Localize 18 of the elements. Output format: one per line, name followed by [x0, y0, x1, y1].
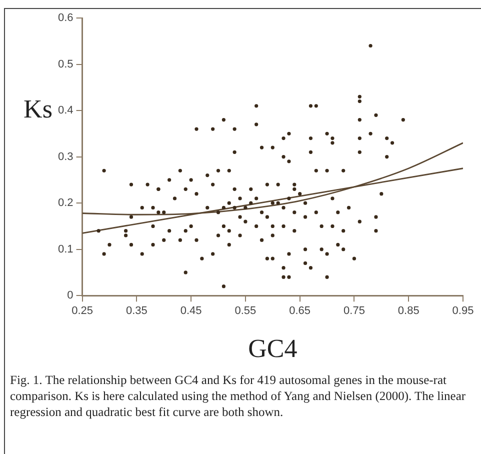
x-axis-title: GC4 [248, 334, 298, 364]
x-tick-label: 0.85 [398, 305, 420, 318]
x-tick-label: 0.75 [344, 305, 365, 318]
y-axis-title: Ks [24, 94, 52, 124]
x-tick-label: 0.65 [289, 305, 311, 318]
x-tick-label: 0.35 [126, 305, 148, 318]
y-tick-label: 0.1 [58, 243, 74, 256]
x-tick-label: 0.25 [72, 305, 93, 318]
x-tick-label: 0.45 [180, 305, 202, 318]
x-tick-label: 0.95 [452, 305, 474, 318]
y-tick-label: 0.2 [58, 197, 74, 210]
y-tick-label: 0.4 [58, 104, 74, 117]
y-tick-label: 0.5 [58, 58, 74, 70]
y-tick-label: 0.6 [58, 12, 74, 24]
y-tick-label: 0 [67, 290, 74, 302]
caption: Fig. 1. The relationship between GC4 and Ks for 419 autosomal genes in the mouse-rat comparison. Ks is here calculated using the method of Yang and Nielsen (2000). The linear regression and quadratic best fit curve are both shown. [10, 372, 467, 420]
x-tick-label: 0.55 [234, 305, 256, 318]
y-tick-label: 0.3 [58, 150, 74, 163]
